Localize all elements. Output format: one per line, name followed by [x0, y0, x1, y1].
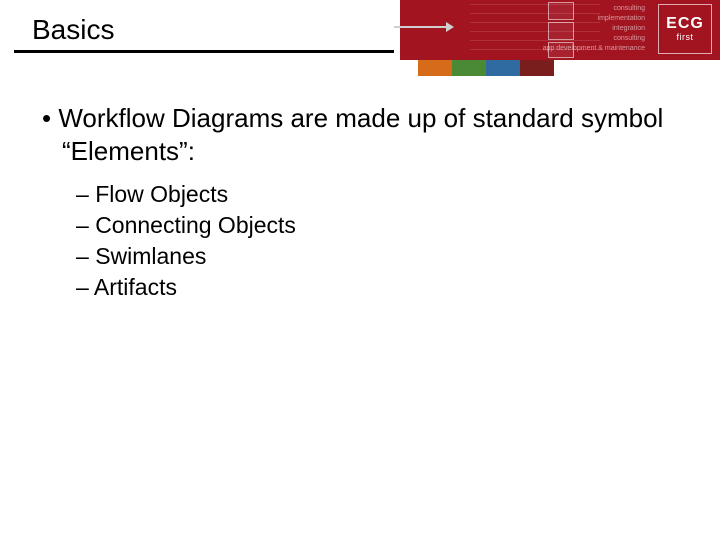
logo-text-bottom: first [677, 32, 694, 42]
banner-label: consulting [613, 34, 645, 44]
panel-icon [548, 2, 574, 20]
panel-icon [548, 22, 574, 40]
swatch [486, 60, 520, 76]
banner-label: implementation [598, 14, 645, 24]
title-underline [14, 50, 394, 53]
bullet-level-2: Flow Objects [36, 179, 684, 210]
banner-label: app development & maintenance [543, 44, 645, 54]
bullet-level-2: Swimlanes [36, 241, 684, 272]
header-banner: consulting implementation integration co… [400, 0, 720, 78]
swatch [520, 60, 554, 76]
logo-text-top: ECG [666, 16, 704, 32]
bullet-level-2: Connecting Objects [36, 210, 684, 241]
page-title: Basics [32, 14, 114, 46]
arrow-icon [394, 26, 448, 28]
slide: Basics consulting implementation integra… [0, 0, 720, 540]
banner-label: integration [612, 24, 645, 34]
bullet-level-1: Workflow Diagrams are made up of standar… [36, 102, 684, 167]
content-area: Workflow Diagrams are made up of standar… [36, 102, 684, 303]
swatch [418, 60, 452, 76]
banner-label: consulting [613, 4, 645, 14]
swatch [452, 60, 486, 76]
color-swatches [418, 60, 554, 76]
logo: ECG first [658, 4, 712, 54]
bullet-level-2: Artifacts [36, 272, 684, 303]
